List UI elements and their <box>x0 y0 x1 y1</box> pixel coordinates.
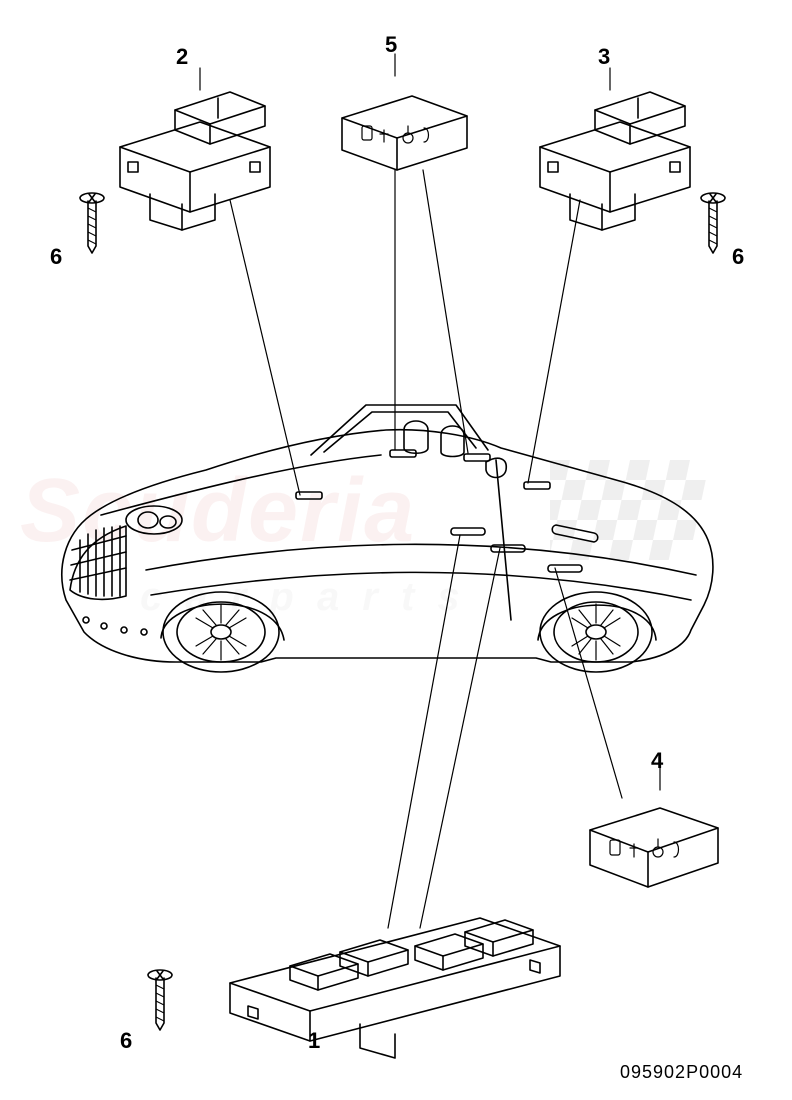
callout-4: 4 <box>651 748 663 774</box>
screw-6b <box>701 193 725 253</box>
callout-2: 2 <box>176 44 188 70</box>
part-4-switch <box>590 808 718 887</box>
callout-6c: 6 <box>120 1028 132 1054</box>
callout-6b: 6 <box>732 244 744 270</box>
callout-3: 3 <box>598 44 610 70</box>
callout-1: 1 <box>308 1028 320 1054</box>
screw-6a <box>80 193 104 253</box>
part-3-switch <box>540 92 690 230</box>
screw-6c <box>148 970 172 1030</box>
callout-6a: 6 <box>50 244 62 270</box>
part-1-switch <box>230 918 560 1058</box>
car-outline <box>62 405 713 672</box>
part-2-switch <box>120 92 270 230</box>
parts-diagram-canvas: Scuderia c a r p a r t s <box>0 0 792 1100</box>
part-5-switch <box>342 96 467 170</box>
callout-5: 5 <box>385 32 397 58</box>
drawing-code: 095902P0004 <box>620 1062 743 1083</box>
leader-lines <box>200 54 660 928</box>
diagram-svg <box>0 0 792 1100</box>
